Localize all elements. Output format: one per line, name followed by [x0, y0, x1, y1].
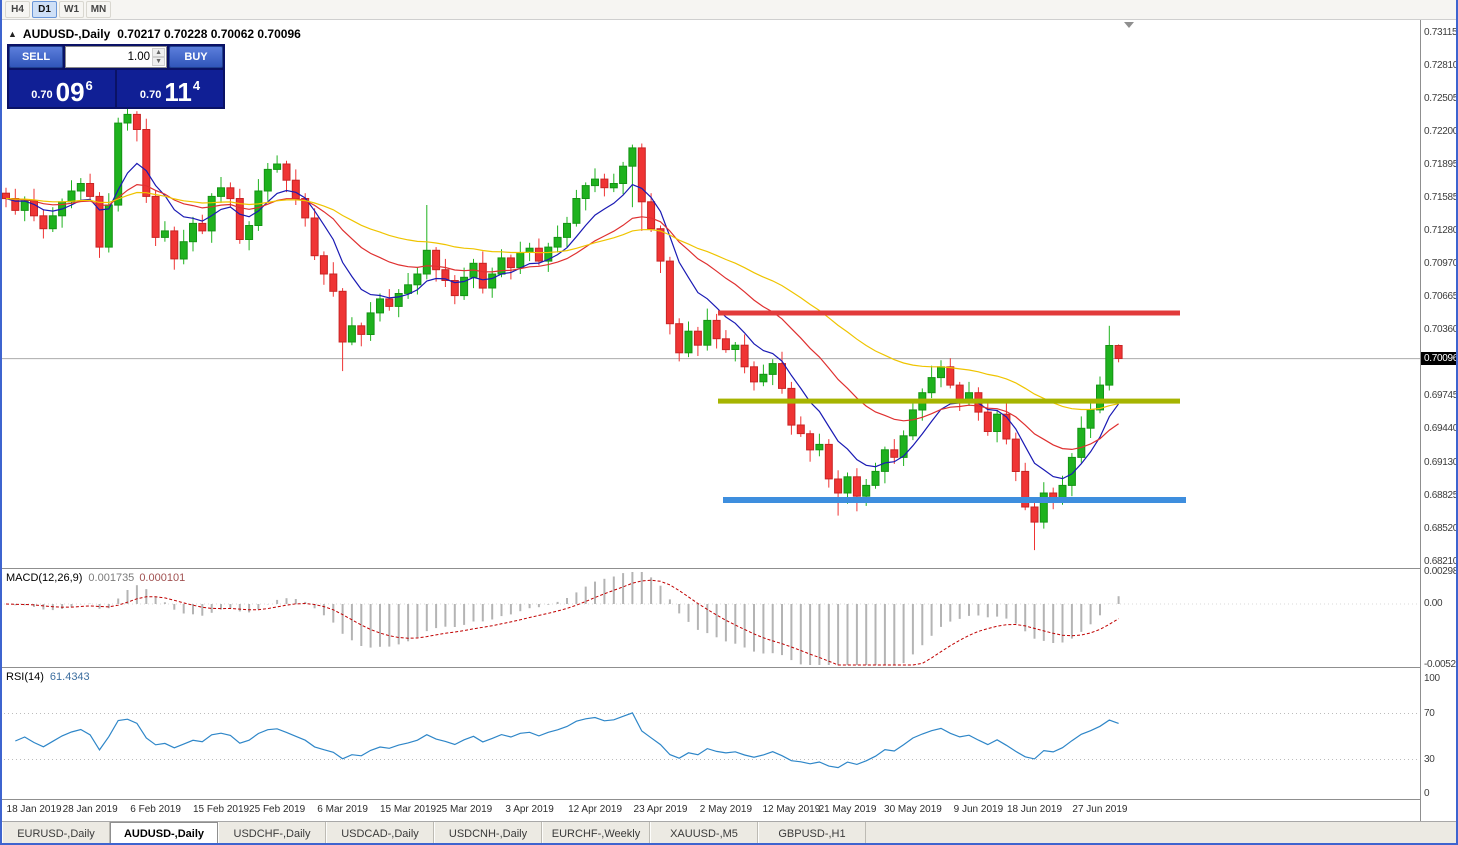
date-label: 6 Feb 2019 [130, 804, 181, 815]
price-axis-label: 0.70970 [1424, 258, 1458, 270]
macd-axis-label: -0.005255 [1424, 659, 1458, 670]
one-click-trading-panel: SELL 1.00 ▲ ▼ BUY 0.70 09 6 0.70 11 4 [7, 44, 225, 109]
price-axis-label: 0.68210 [1424, 556, 1458, 567]
date-label: 18 Jun 2019 [1006, 804, 1063, 815]
price-axis-label: 0.72505 [1424, 92, 1458, 104]
buy-price-pipette: 4 [192, 78, 201, 93]
price-axis-label: 0.71895 [1424, 158, 1458, 170]
macd-axis-label: 0.00 [1424, 598, 1443, 609]
timeframe-button-mn[interactable]: MN [86, 1, 111, 18]
date-label: 28 Jan 2019 [62, 804, 118, 815]
rsi-axis-label: 0 [1424, 788, 1430, 799]
volume-value[interactable]: 1.00 [127, 51, 150, 63]
macd-signal-value: 0.000101 [139, 572, 186, 584]
price-axis-label: 0.71280 [1424, 224, 1458, 236]
tab-eurchf-weekly[interactable]: EURCHF-,Weekly [542, 822, 650, 845]
price-axis[interactable]: 0.73115 0.72810 0.72505 0.72200 0.71895 0.715… [1421, 0, 1458, 845]
price-axis-label: 0.69130 [1424, 456, 1458, 468]
volume-down-arrow[interactable]: ▼ [152, 57, 165, 66]
volume-up-arrow[interactable]: ▲ [152, 48, 165, 57]
current-price-tag: 0.70096 [1421, 351, 1458, 365]
price-axis-label: 0.69440 [1424, 423, 1458, 435]
chart-title: ▲ AUDUSD-,Daily 0.70217 0.70228 0.70062 … [8, 27, 301, 41]
price-axis-label: 0.70360 [1424, 324, 1458, 336]
pane-divider-rsi[interactable] [0, 667, 1420, 668]
window-border-bottom [0, 843, 1458, 845]
window-border-right [1456, 0, 1458, 845]
tab-usdchf-daily[interactable]: USDCHF-,Daily [218, 822, 326, 845]
volume-spinner: ▲ ▼ [152, 47, 165, 67]
pane-divider-macd[interactable] [0, 568, 1420, 569]
macd-label: MACD(12,26,9) 0.001735 0.000101 [6, 572, 185, 584]
one-click-toggle-icon[interactable]: ▲ [8, 29, 17, 39]
macd-indicator-chart[interactable] [0, 570, 1420, 667]
rsi-axis-label: 70 [1424, 707, 1435, 719]
sell-price-prefix: 0.70 [31, 89, 53, 101]
date-label: 9 Jun 2019 [953, 804, 1004, 815]
chart-shift-marker-icon[interactable] [1124, 22, 1134, 28]
sell-price-pipette: 6 [85, 78, 93, 93]
rsi-label: RSI(14) 61.4343 [6, 671, 90, 683]
date-label: 3 Apr 2019 [505, 804, 554, 815]
timeframe-toolbar: H4 D1 W1 MN [0, 0, 1458, 20]
price-axis-label: 0.71585 [1424, 192, 1458, 203]
macd-axis-label: 0.002984 [1424, 566, 1458, 577]
volume-field[interactable]: 1.00 ▲ ▼ [65, 46, 167, 68]
chart-symbol-period: AUDUSD-,Daily [22, 27, 111, 41]
tab-usdcnh-daily[interactable]: USDCNH-,Daily [434, 822, 542, 845]
tab-eurusd-daily[interactable]: EURUSD-,Daily [2, 822, 110, 845]
buy-price[interactable]: 0.70 11 4 [117, 70, 223, 107]
price-axis-label: 0.68825 [1424, 489, 1458, 501]
chart-ohlc-values: 0.70217 0.70228 0.70062 0.70096 [117, 27, 301, 41]
date-label: 12 May 2019 [762, 804, 821, 815]
price-axis-label: 0.72810 [1424, 59, 1458, 71]
sell-price[interactable]: 0.70 09 6 [9, 70, 115, 107]
buy-button[interactable]: BUY [169, 46, 223, 68]
sell-button[interactable]: SELL [9, 46, 63, 68]
date-label: 21 May 2019 [818, 804, 877, 815]
price-axis-label: 0.73115 [1424, 27, 1458, 38]
price-axis-border [1420, 20, 1421, 821]
tab-usdcad-daily[interactable]: USDCAD-,Daily [326, 822, 434, 845]
date-label: 27 Jun 2019 [1072, 804, 1128, 815]
window-border-left [0, 0, 2, 845]
sell-price-big: 09 [55, 77, 85, 107]
date-label: 18 Jan 2019 [6, 804, 62, 815]
date-label: 30 May 2019 [884, 804, 942, 815]
tab-gbpusd-h1[interactable]: GBPUSD-,H1 [758, 822, 866, 845]
date-axis[interactable]: 18 Jan 2019 28 Jan 2019 6 Feb 2019 15 Feb 2… [0, 799, 1420, 821]
date-label: 2 May 2019 [699, 804, 753, 815]
tab-audusd-daily[interactable]: AUDUSD-,Daily [110, 822, 218, 845]
date-label: 15 Mar 2019 [379, 804, 437, 815]
rsi-value: 61.4343 [49, 671, 90, 683]
candlestick-chart[interactable] [0, 20, 1420, 568]
buy-price-prefix: 0.70 [139, 89, 162, 101]
price-axis-label: 0.70665 [1424, 291, 1458, 303]
date-label: 12 Apr 2019 [568, 804, 623, 815]
rsi-axis-label: 100 [1424, 673, 1440, 684]
price-axis-label: 0.68520 [1424, 522, 1458, 534]
timeframe-button-h4[interactable]: H4 [5, 1, 30, 18]
date-label: 25 Feb 2019 [249, 804, 306, 815]
rsi-indicator-chart[interactable] [0, 669, 1420, 799]
date-label: 6 Mar 2019 [317, 804, 368, 815]
price-axis-label: 0.69745 [1424, 390, 1458, 402]
rsi-name: RSI(14) [6, 671, 44, 683]
rsi-axis-label: 30 [1424, 753, 1435, 765]
macd-main-value: 0.001735 [88, 572, 135, 584]
price-axis-label: 0.72200 [1424, 125, 1458, 137]
timeframe-button-d1[interactable]: D1 [32, 1, 57, 18]
date-label: 15 Feb 2019 [192, 804, 250, 815]
date-label: 25 Mar 2019 [436, 804, 493, 815]
timeframe-button-w1[interactable]: W1 [59, 1, 84, 18]
buy-price-big: 11 [164, 77, 192, 107]
date-label: 23 Apr 2019 [633, 804, 688, 815]
macd-name: MACD(12,26,9) [6, 572, 83, 584]
chart-tab-bar: EURUSD-,Daily AUDUSD-,Daily USDCHF-,Daily U… [0, 821, 1458, 845]
tab-xauusd-m5[interactable]: XAUUSD-,M5 [650, 822, 758, 845]
